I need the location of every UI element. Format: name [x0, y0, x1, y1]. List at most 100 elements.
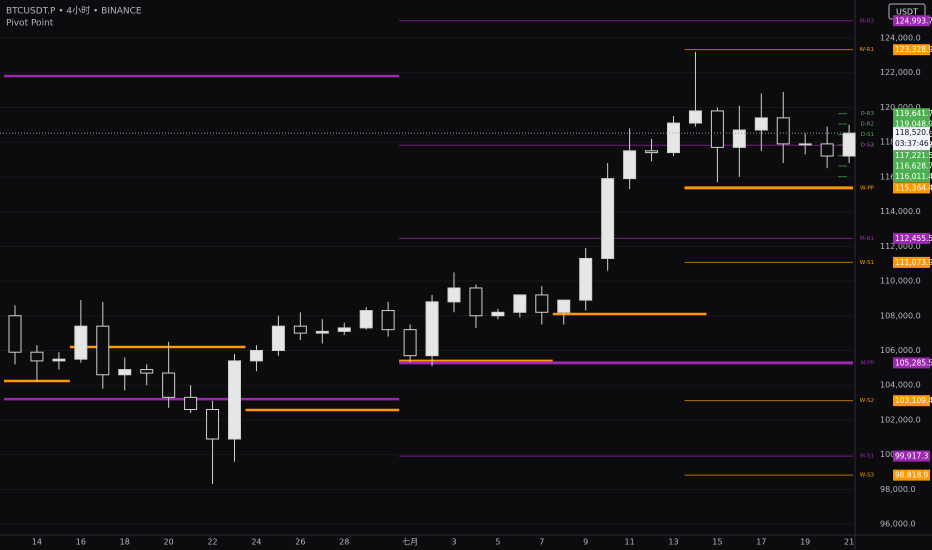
pivot-name: M-S1 [860, 454, 874, 460]
candle-body [798, 143, 812, 146]
y-tick-label: 106,000.0 [880, 346, 921, 355]
x-tick-label: 16 [76, 538, 86, 547]
price-box-label: 112,455.5 [895, 234, 932, 243]
candle-body [118, 369, 132, 376]
y-tick-label: 110,000.0 [880, 277, 921, 286]
last-price-label: 118,520.0 [895, 128, 932, 137]
candle-body [337, 327, 351, 332]
price-box [893, 469, 930, 481]
x-tick-label: 11 [625, 538, 635, 547]
pivot-name: D-S2 [861, 142, 874, 148]
y-tick-label: 104,000.0 [880, 381, 921, 390]
price-box-label: 105,285.5 [895, 358, 932, 367]
candle-body [359, 310, 373, 329]
price-box-label: 111,073.9 [895, 258, 932, 267]
price-box [893, 395, 930, 407]
candle-body [30, 351, 44, 362]
candle-body [96, 325, 110, 376]
price-box-label: 117,221.5 [895, 151, 932, 160]
pivot-name: W-S1 [860, 260, 874, 266]
x-tick-label: 21 [844, 538, 854, 547]
x-tick-label: 七月 [402, 538, 418, 547]
price-box [893, 232, 930, 244]
candle-body [667, 122, 680, 154]
price-box-label: 98,818.9 [895, 471, 929, 480]
pivot-name: W-R1 [859, 47, 874, 53]
candle-body [754, 117, 768, 131]
pivot-name: M-R3 [860, 18, 875, 24]
currency-label[interactable]: USDT [896, 8, 918, 17]
candle-body [315, 330, 329, 334]
candle-body [623, 150, 637, 180]
pivot-name: D-S1 [861, 132, 874, 138]
x-tick-label: 15 [712, 538, 722, 547]
price-box [893, 171, 930, 183]
candle-body [74, 325, 88, 360]
x-tick-label: 28 [339, 538, 349, 547]
candle-body [710, 110, 724, 148]
price-box [893, 160, 930, 172]
candle-body [249, 349, 263, 362]
candle-body [425, 301, 439, 357]
candle-body [228, 360, 241, 440]
pivot-name: D-R2 [860, 121, 874, 127]
pivot-name: W-S2 [860, 398, 874, 404]
price-box-label: 115,364.4 [895, 183, 932, 192]
y-tick-label: 96,000.0 [880, 520, 916, 529]
candle-body [688, 110, 702, 124]
candle-body [601, 178, 615, 259]
price-box-label: 116,011.4 [895, 172, 932, 181]
x-tick-label: 19 [800, 538, 810, 547]
pivot-name: W-PP [860, 185, 875, 191]
candle-body [293, 325, 307, 334]
pivot-name: D-S3 [861, 143, 875, 149]
price-box [893, 357, 930, 369]
symbol-title: BTCUSDT.P • 4小时 • BINANCE [6, 5, 142, 17]
candle-body [732, 129, 746, 148]
x-tick-label: 24 [251, 538, 261, 547]
price-box [893, 150, 930, 162]
price-box [893, 44, 930, 56]
price-box [893, 256, 930, 268]
candle-body [8, 315, 22, 353]
y-tick-label: 122,000.0 [880, 68, 921, 77]
candle-body [776, 117, 790, 145]
x-tick-label: 18 [120, 538, 130, 547]
candle-body [162, 372, 176, 398]
candle-body [403, 329, 417, 357]
pivot-name: W-S3 [860, 473, 875, 479]
price-box-label: 124,993.7 [895, 16, 932, 25]
price-box [893, 108, 930, 120]
candle-body [271, 325, 285, 351]
candle-body [381, 310, 395, 331]
y-tick-label: 108,000.0 [880, 311, 921, 320]
candle-body [184, 396, 198, 410]
candle-body [557, 299, 571, 313]
pivot-name: M-PP [861, 360, 875, 366]
candle-body [469, 287, 483, 317]
price-box [893, 450, 930, 462]
x-tick-label: 7 [539, 538, 544, 547]
y-tick-label: 120,000.0 [880, 103, 921, 112]
price-box-label: 103,109.4 [895, 396, 932, 405]
candle-body [842, 132, 856, 157]
candle-body [579, 257, 593, 301]
x-tick-label: 5 [495, 538, 500, 547]
price-box [893, 15, 930, 27]
x-tick-label: 17 [756, 538, 766, 547]
price-box-label: 119,641.7 [895, 109, 932, 118]
pivot-name: M-R1 [860, 236, 874, 242]
x-tick-label: 20 [164, 538, 174, 547]
x-tick-label: 9 [583, 538, 588, 547]
countdown-label: 03:37:46 [895, 139, 929, 148]
y-tick-label: 112,000.0 [880, 242, 921, 251]
last-price-box [893, 127, 930, 151]
candle-body [140, 369, 154, 374]
candle-body [513, 294, 527, 313]
x-tick-label: 3 [451, 538, 456, 547]
candle-body [206, 408, 220, 440]
y-tick-label: 102,000.0 [880, 415, 921, 424]
candle-body [645, 150, 659, 154]
